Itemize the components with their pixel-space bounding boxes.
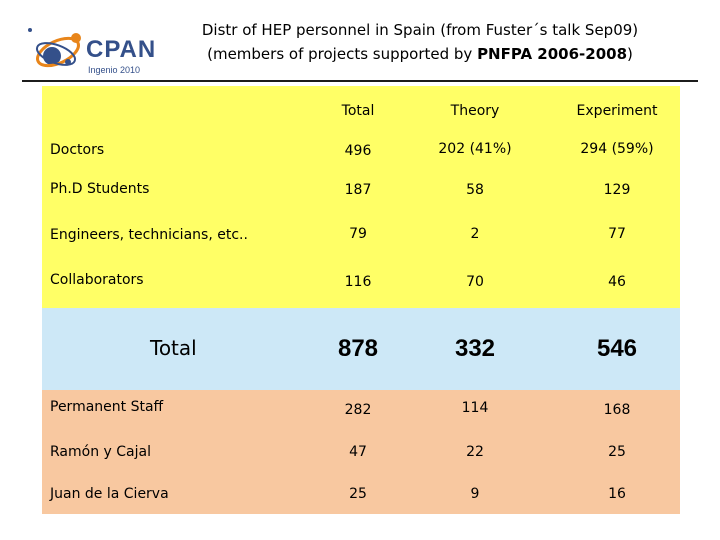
row-label: Doctors — [50, 142, 105, 158]
cell-total: 25 — [349, 486, 367, 502]
cell-theory: 2 — [470, 226, 480, 242]
cell-experiment: 46 — [608, 274, 626, 290]
cell-total: 496 — [344, 143, 372, 159]
cell-experiment: 129 — [603, 182, 631, 198]
cell-total: 47 — [349, 444, 367, 460]
logo-name: CPAN — [86, 36, 157, 63]
cell-experiment: 294 (59%) — [580, 141, 654, 157]
cell-total: 282 — [344, 402, 372, 418]
header-experiment: Experiment — [576, 103, 658, 119]
title-line-2-prefix: (members of projects supported by — [207, 45, 478, 63]
page-title: Distr of HEP personnel in Spain (from Fu… — [160, 18, 680, 66]
personnel-table: Total Theory Experiment Doctors 496 202 … — [42, 86, 680, 514]
total-row-label: Total — [150, 336, 197, 360]
cell-theory: 202 (41%) — [438, 141, 512, 157]
row-label: Ph.D Students — [50, 181, 150, 197]
row-label: Collaborators — [50, 272, 144, 288]
logo-subtitle: Ingenio 2010 — [88, 65, 141, 75]
cell-experiment: 16 — [608, 486, 626, 502]
row-label: Juan de la Cierva — [50, 486, 169, 502]
cpan-logo: CPAN Ingenio 2010 — [22, 16, 172, 86]
title-line-2-suffix: ) — [627, 45, 633, 63]
total-band — [42, 308, 680, 390]
cell-experiment: 168 — [603, 402, 631, 418]
personnel-categories-band — [42, 86, 680, 308]
cell-theory: 22 — [466, 444, 484, 460]
cell-experiment: 25 — [608, 444, 626, 460]
row-label: Engineers, technicians, etc.. — [50, 227, 248, 243]
total-row-experiment: 546 — [596, 335, 638, 362]
atom-logo-icon — [28, 28, 81, 68]
cell-theory: 9 — [470, 486, 480, 502]
cell-experiment: 77 — [608, 226, 626, 242]
header-total: Total — [341, 103, 375, 119]
cell-theory: 70 — [466, 274, 484, 290]
total-row-theory: 332 — [454, 335, 496, 362]
title-line-2: (members of projects supported by PNFPA … — [160, 42, 680, 66]
title-line-1: Distr of HEP personnel in Spain (from Fu… — [201, 21, 639, 39]
cell-theory: 114 — [461, 400, 489, 416]
title-divider — [22, 80, 698, 82]
cell-total: 116 — [344, 274, 372, 290]
cell-total: 79 — [349, 226, 367, 242]
contracts-band — [42, 390, 680, 514]
cell-theory: 58 — [466, 182, 484, 198]
title-line-2-bold: PNFPA 2006-2008 — [477, 45, 628, 63]
total-row-total: 878 — [337, 335, 379, 362]
cell-total: 187 — [344, 182, 372, 198]
row-label: Permanent Staff — [50, 399, 164, 415]
row-label: Ramón y Cajal — [50, 444, 151, 460]
header-theory: Theory — [450, 103, 500, 119]
